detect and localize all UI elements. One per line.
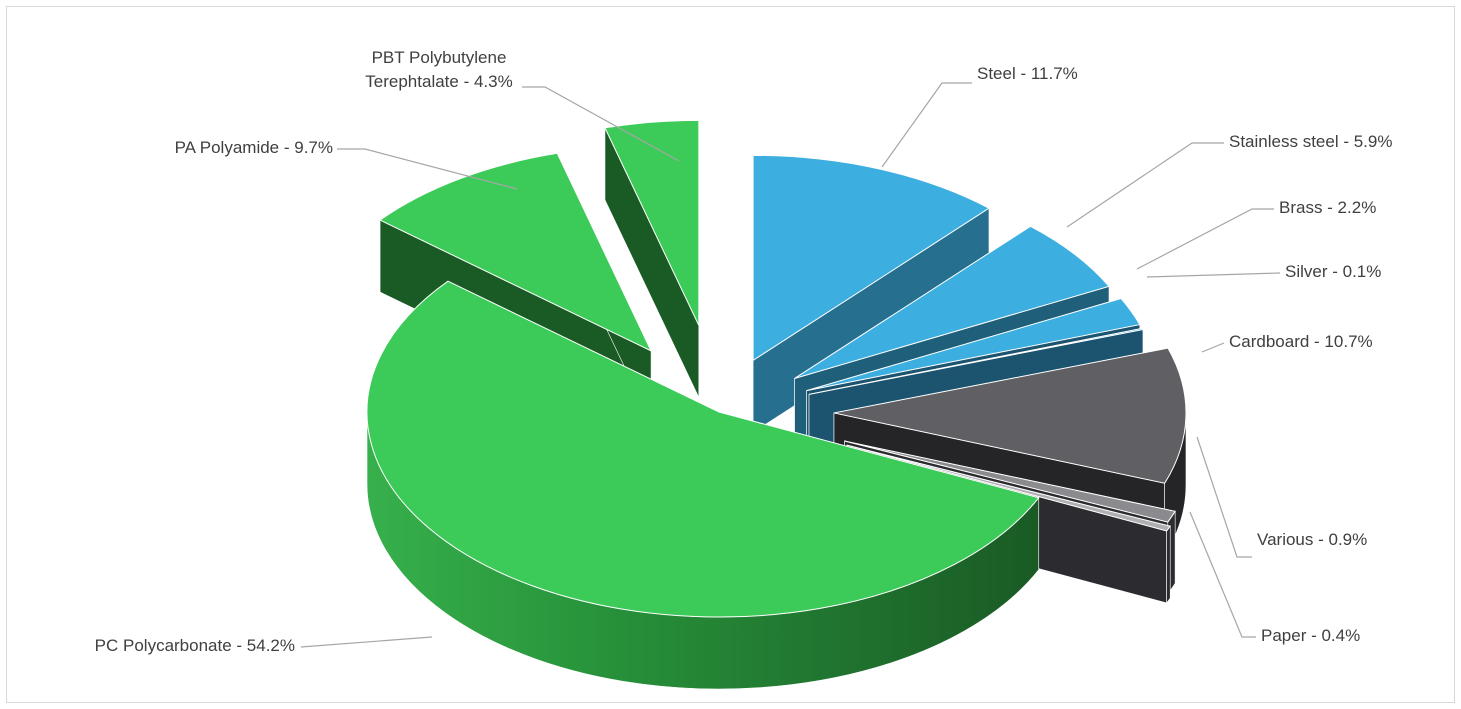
pie-slice-top (833, 347, 1187, 484)
pie-slice-top (379, 152, 653, 352)
pie-slice-top (366, 280, 1040, 618)
leader-line (1146, 272, 1281, 278)
data-label: Steel - 11.7% (977, 64, 1078, 83)
data-label: Brass - 2.2% (1279, 198, 1376, 217)
pie-slice (604, 119, 700, 398)
pie-slice-top (846, 444, 1172, 532)
leader-line (1189, 511, 1256, 638)
leader-line (1136, 208, 1274, 270)
data-label: Cardboard - 10.7% (1229, 332, 1373, 351)
pie-slice-top (808, 327, 1144, 395)
pie-slice-top (752, 154, 990, 362)
leader-line (522, 86, 680, 162)
pie-slice-top (794, 225, 1110, 379)
pie-chart: Steel - 11.7% Stainless steel - 5.9% Brass… (95, 48, 1392, 690)
leader-line (337, 148, 518, 190)
leader-line (1066, 142, 1224, 228)
leader-line (1196, 436, 1252, 558)
pie-slice-rim (1166, 525, 1171, 604)
data-label: PBT Polybutylene Terephtalate - 4.3% (365, 48, 512, 91)
pie-slice-top (844, 440, 1176, 523)
pie-slice (366, 280, 1040, 690)
pie-slice-top (806, 297, 1141, 392)
data-label: Silver - 0.1% (1285, 262, 1381, 281)
leader-line (881, 82, 972, 168)
data-label: Stainless steel - 5.9% (1229, 132, 1392, 151)
data-label: Paper - 0.4% (1261, 626, 1360, 645)
data-label: PA Polyamide - 9.7% (175, 138, 333, 157)
leader-line (300, 636, 433, 648)
chart-frame: Steel - 11.7% Stainless steel - 5.9% Brass… (6, 6, 1455, 703)
data-label: PC Polycarbonate - 54.2% (95, 636, 295, 655)
data-label: Various - 0.9% (1257, 530, 1367, 549)
leader-line (1201, 342, 1225, 353)
pie-slice-top (604, 119, 700, 326)
